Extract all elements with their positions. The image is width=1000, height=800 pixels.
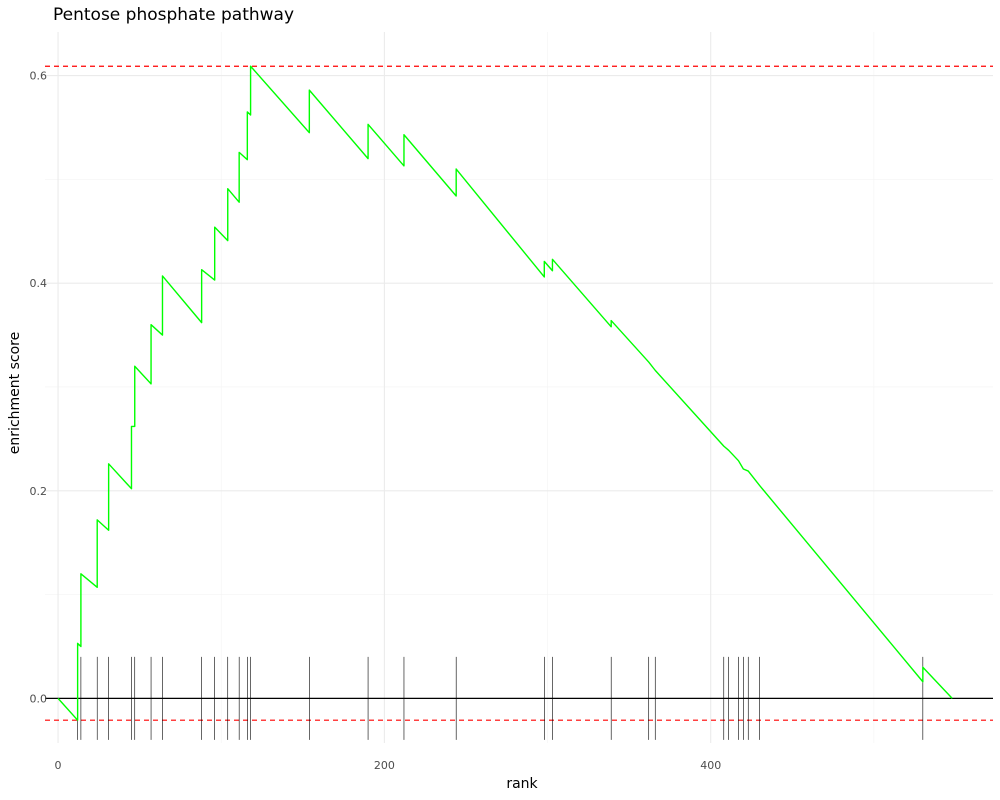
reference-lines [45,65,993,721]
y-tick-label: 0.0 [30,692,48,705]
y-axis-ticks: 0.0 0.2 0.4 0.6 [30,70,48,706]
x-axis-ticks: 0 200 400 [55,759,722,772]
x-tick-label: 0 [55,759,62,772]
running-enrichment-score-line [57,65,953,721]
chart-title: Pentose phosphate pathway [53,5,294,25]
x-axis-title: rank [506,776,538,792]
hit-ticks [77,656,924,740]
x-tick-label: 200 [374,759,395,772]
series-layer [57,65,953,721]
y-tick-label: 0.2 [30,485,48,498]
y-axis-title: enrichment score [7,332,23,454]
y-tick-label: 0.6 [30,70,48,83]
y-tick-label: 0.4 [30,277,48,290]
minor-grid [45,32,993,743]
x-tick-label: 400 [700,759,721,772]
